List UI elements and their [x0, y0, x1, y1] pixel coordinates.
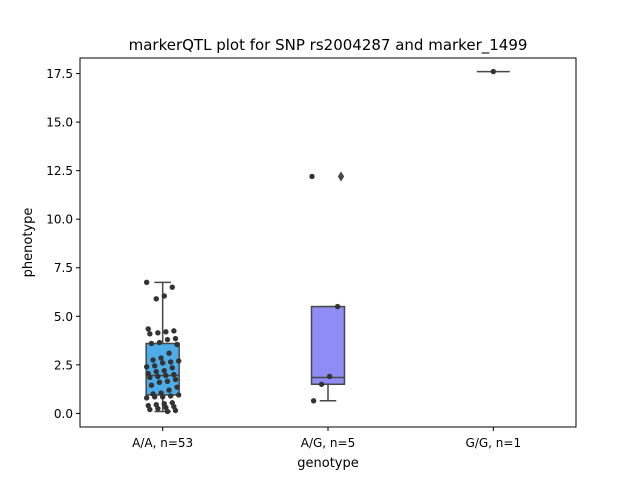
data-point [155, 330, 161, 336]
data-point [169, 284, 175, 290]
data-point [159, 360, 166, 366]
chart-title: markerQTL plot for SNP rs2004287 and mar… [129, 36, 528, 55]
data-point [163, 372, 169, 379]
data-point [155, 373, 161, 380]
plot-area [143, 68, 510, 415]
y-axis-label: phenotype [21, 208, 36, 278]
data-point [148, 382, 155, 388]
data-point [310, 398, 317, 404]
data-point [147, 374, 153, 381]
x-axis-label: genotype [297, 456, 358, 471]
data-point [174, 384, 180, 390]
y-tick-label: 2.5 [54, 358, 73, 372]
data-point [174, 341, 180, 348]
data-point [143, 395, 150, 401]
y-tick-label: 17.5 [46, 67, 73, 81]
data-point [166, 350, 172, 356]
y-axis: 0.0 2.5 5.0 7.5 10.0 12.5 15.0 17.5 [46, 67, 80, 421]
data-point [334, 303, 341, 310]
data-point [163, 329, 169, 335]
data-point [167, 359, 174, 365]
y-tick-label: 12.5 [46, 164, 73, 178]
data-point [175, 358, 182, 364]
x-tick-label: G/G, n=1 [466, 436, 522, 450]
data-point [318, 381, 325, 387]
x-tick-label: A/A, n=53 [132, 436, 193, 450]
data-point [166, 387, 172, 393]
data-point [145, 326, 151, 332]
data-point [164, 336, 171, 343]
y-tick-label: 15.0 [46, 116, 73, 130]
data-point [150, 357, 156, 363]
data-point [171, 371, 177, 378]
x-axis: A/A, n=53 A/G, n=5 G/G, n=1 [132, 427, 521, 450]
data-point [309, 173, 315, 180]
data-point [171, 328, 177, 334]
data-point [172, 376, 179, 383]
data-point [326, 373, 333, 380]
data-point [161, 367, 167, 374]
data-point [151, 363, 158, 369]
y-tick-label: 10.0 [46, 213, 73, 227]
data-point [161, 293, 167, 299]
data-point [143, 364, 150, 370]
data-point [153, 296, 159, 302]
y-tick-label: 7.5 [54, 261, 73, 275]
data-point [147, 331, 153, 337]
data-point [156, 339, 163, 346]
data-point [490, 68, 497, 75]
data-point [156, 379, 163, 386]
data-point [164, 408, 171, 415]
data-point [169, 365, 175, 371]
data-point [147, 406, 153, 413]
data-point [148, 340, 155, 347]
data-point [175, 392, 182, 398]
data-point [167, 393, 174, 399]
y-tick-label: 5.0 [54, 310, 73, 324]
data-point [153, 368, 159, 375]
data-point [159, 394, 166, 400]
outlier-marker [337, 171, 345, 182]
data-point [158, 355, 164, 361]
data-point [155, 405, 161, 412]
y-tick-label: 0.0 [54, 407, 73, 421]
data-point [151, 394, 158, 400]
data-point [143, 279, 150, 286]
box [310, 305, 346, 386]
data-point [164, 378, 171, 385]
x-tick-label: A/G, n=5 [301, 436, 355, 450]
data-point [172, 335, 179, 342]
data-point [172, 407, 179, 414]
